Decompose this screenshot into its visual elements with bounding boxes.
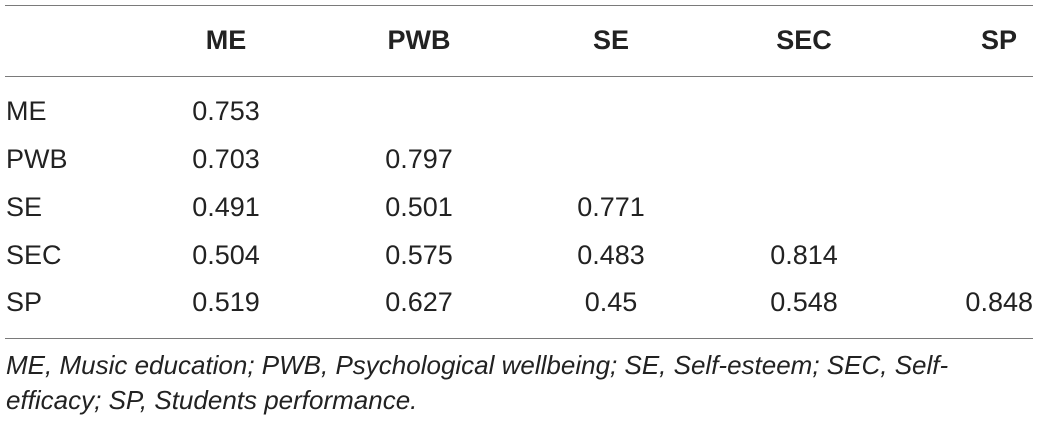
table-cell: 0.548 bbox=[770, 287, 838, 317]
row-label-sec: SEC bbox=[6, 240, 62, 270]
table-cell: 0.703 bbox=[192, 144, 260, 174]
table-cell: 0.491 bbox=[192, 192, 260, 222]
table-cell: 0.45 bbox=[584, 287, 638, 317]
row-label-me: ME bbox=[6, 96, 47, 126]
table-cell: 0.848 bbox=[965, 287, 1033, 317]
table-cell: 0.771 bbox=[577, 192, 645, 222]
table-cell: 0.627 bbox=[385, 287, 453, 317]
column-header-pwb: PWB bbox=[387, 25, 451, 55]
table-footnote: ME, Music education; PWB, Psychological … bbox=[6, 350, 949, 415]
table-bottom-rule bbox=[5, 338, 1033, 339]
table-cell: 0.814 bbox=[770, 240, 838, 270]
table-cell: 0.575 bbox=[385, 240, 453, 270]
table-cell: 0.483 bbox=[577, 240, 645, 270]
table-cell: 0.753 bbox=[192, 96, 260, 126]
column-header-sec: SEC bbox=[776, 25, 832, 55]
row-label-sp: SP bbox=[6, 287, 43, 317]
column-header-sp: SP bbox=[980, 25, 1017, 55]
table-cell: 0.501 bbox=[385, 192, 453, 222]
row-label-pwb: PWB bbox=[6, 144, 68, 174]
table-header-rule bbox=[5, 76, 1033, 77]
column-header-me: ME bbox=[205, 25, 247, 55]
row-label-se: SE bbox=[6, 192, 43, 222]
table-top-rule bbox=[5, 5, 1033, 6]
column-header-se: SE bbox=[592, 25, 630, 55]
table-cell: 0.504 bbox=[192, 240, 260, 270]
table-cell: 0.797 bbox=[385, 144, 453, 174]
table-cell: 0.519 bbox=[192, 287, 260, 317]
